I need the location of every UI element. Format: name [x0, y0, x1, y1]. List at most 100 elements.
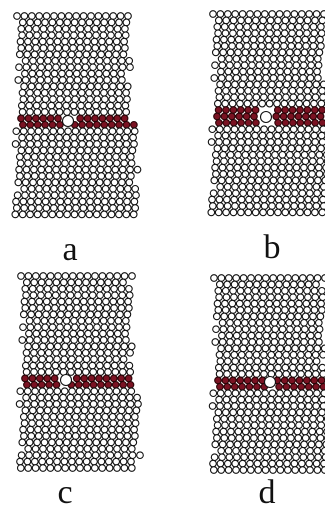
atom — [281, 100, 288, 107]
atom — [300, 275, 307, 282]
atom — [263, 75, 270, 82]
atom — [56, 439, 63, 446]
atom — [257, 171, 264, 178]
atom — [98, 388, 105, 395]
atom — [78, 102, 85, 109]
atom — [243, 113, 250, 120]
atom — [312, 196, 319, 203]
atom — [28, 198, 35, 205]
atom — [109, 433, 116, 440]
atom — [319, 288, 325, 295]
atom — [112, 350, 119, 357]
atom — [46, 458, 53, 465]
atom — [306, 358, 313, 365]
atom — [316, 428, 323, 435]
atom — [86, 141, 93, 148]
atom — [109, 414, 116, 421]
atom — [126, 292, 133, 299]
atom — [283, 94, 290, 101]
atom — [46, 51, 53, 58]
atom — [96, 192, 103, 199]
atom — [115, 90, 122, 97]
atom — [254, 390, 261, 397]
atom — [300, 177, 307, 184]
atom — [131, 141, 138, 148]
atom — [52, 286, 59, 293]
atom — [32, 38, 39, 45]
atom — [263, 332, 270, 339]
atom — [57, 198, 64, 205]
atom — [42, 211, 49, 218]
atom — [132, 186, 139, 193]
atom — [234, 164, 241, 171]
atom — [243, 435, 250, 442]
atom — [311, 422, 318, 429]
atom — [106, 343, 113, 350]
atom — [79, 324, 86, 331]
atom — [17, 38, 24, 45]
atom — [310, 24, 317, 31]
atom — [292, 345, 299, 352]
atom — [28, 96, 35, 103]
atom — [277, 467, 284, 474]
atom — [262, 190, 269, 197]
atom — [260, 396, 267, 403]
atom — [297, 364, 304, 371]
atom — [293, 320, 300, 327]
atom — [268, 281, 275, 288]
atom — [122, 102, 129, 109]
atom — [74, 362, 81, 369]
atom — [268, 352, 275, 359]
atom — [267, 17, 274, 24]
atom — [308, 339, 315, 346]
atom — [283, 371, 290, 378]
atom — [47, 465, 54, 472]
atom — [252, 409, 259, 416]
atom — [87, 198, 94, 205]
atom — [112, 166, 119, 173]
atom — [284, 11, 291, 18]
atom — [250, 428, 257, 435]
atom — [49, 324, 56, 331]
atom — [115, 32, 122, 39]
atom — [127, 64, 134, 71]
atom — [61, 279, 68, 286]
atom — [259, 422, 266, 429]
atom — [94, 96, 101, 103]
atom — [270, 56, 277, 63]
atom — [102, 198, 109, 205]
atom — [66, 192, 73, 199]
atom — [274, 30, 281, 37]
atom — [297, 209, 304, 216]
atom — [85, 330, 92, 337]
atom — [61, 356, 68, 363]
atom — [295, 36, 302, 43]
atom — [305, 139, 312, 146]
atom — [67, 179, 74, 186]
atom — [84, 38, 91, 45]
atom — [319, 294, 325, 301]
atom — [35, 96, 42, 103]
atom — [266, 100, 273, 107]
atom — [273, 145, 280, 152]
atom — [46, 382, 53, 389]
atom — [41, 337, 48, 344]
atom — [23, 369, 30, 376]
atom — [112, 382, 119, 389]
atom — [85, 452, 92, 459]
atom — [55, 45, 62, 52]
atom — [64, 426, 71, 433]
atom — [261, 371, 268, 378]
atom — [244, 30, 251, 37]
atom — [68, 369, 75, 376]
atom — [44, 70, 51, 77]
atom — [113, 173, 120, 180]
atom — [239, 126, 246, 133]
atom — [111, 179, 118, 186]
atom — [72, 414, 79, 421]
atom — [75, 350, 82, 357]
atom — [231, 294, 238, 301]
atom — [213, 326, 220, 333]
atom — [238, 396, 245, 403]
atom — [220, 152, 227, 159]
